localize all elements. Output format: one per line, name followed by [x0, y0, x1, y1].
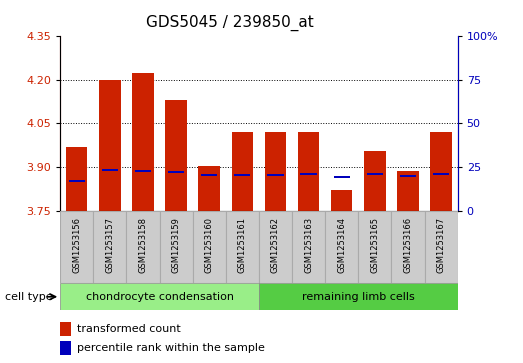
Bar [265, 132, 286, 211]
Bar [127, 211, 160, 283]
Text: chondrocyte condensation: chondrocyte condensation [86, 292, 233, 302]
Bar [433, 173, 449, 175]
Bar [60, 283, 259, 310]
Text: percentile rank within the sample: percentile rank within the sample [77, 343, 265, 353]
Text: GSM1253161: GSM1253161 [238, 217, 247, 273]
Bar [201, 174, 217, 176]
Text: GSM1253162: GSM1253162 [271, 217, 280, 273]
Bar [69, 180, 85, 182]
Bar [60, 340, 71, 355]
Bar [367, 173, 383, 175]
Bar [397, 171, 419, 211]
Text: transformed count: transformed count [77, 324, 181, 334]
Text: GSM1253167: GSM1253167 [437, 217, 446, 273]
Text: GSM1253164: GSM1253164 [337, 217, 346, 273]
Text: GSM1253157: GSM1253157 [105, 217, 115, 273]
Bar [232, 132, 253, 211]
Bar [430, 132, 452, 211]
Bar [165, 100, 187, 211]
Bar [192, 211, 226, 283]
Text: GSM1253159: GSM1253159 [172, 217, 180, 273]
Bar [99, 80, 121, 211]
Bar [331, 190, 353, 211]
Text: GSM1253166: GSM1253166 [403, 217, 413, 273]
Text: GDS5045 / 239850_at: GDS5045 / 239850_at [146, 15, 314, 31]
Bar [267, 174, 283, 176]
Bar [364, 151, 385, 211]
Bar [93, 211, 127, 283]
Bar [60, 211, 93, 283]
Bar [198, 166, 220, 211]
Bar [259, 211, 292, 283]
Bar [292, 211, 325, 283]
Bar [135, 170, 151, 172]
Text: GSM1253156: GSM1253156 [72, 217, 81, 273]
Bar [132, 73, 154, 211]
Bar [234, 174, 251, 176]
Bar [102, 169, 118, 171]
Bar [168, 171, 184, 173]
Bar [425, 211, 458, 283]
Bar [298, 132, 320, 211]
Bar [259, 283, 458, 310]
Bar [66, 147, 87, 211]
Text: GSM1253165: GSM1253165 [370, 217, 379, 273]
Bar [391, 211, 425, 283]
Text: remaining limb cells: remaining limb cells [302, 292, 415, 302]
Bar [301, 173, 316, 175]
Bar [358, 211, 391, 283]
Bar [400, 175, 416, 177]
Bar [60, 322, 71, 337]
Text: GSM1253160: GSM1253160 [204, 217, 214, 273]
Text: cell type: cell type [5, 292, 53, 302]
Bar [226, 211, 259, 283]
Bar [160, 211, 192, 283]
Text: GSM1253158: GSM1253158 [139, 217, 147, 273]
Text: GSM1253163: GSM1253163 [304, 217, 313, 273]
Bar [334, 176, 350, 178]
Bar [325, 211, 358, 283]
